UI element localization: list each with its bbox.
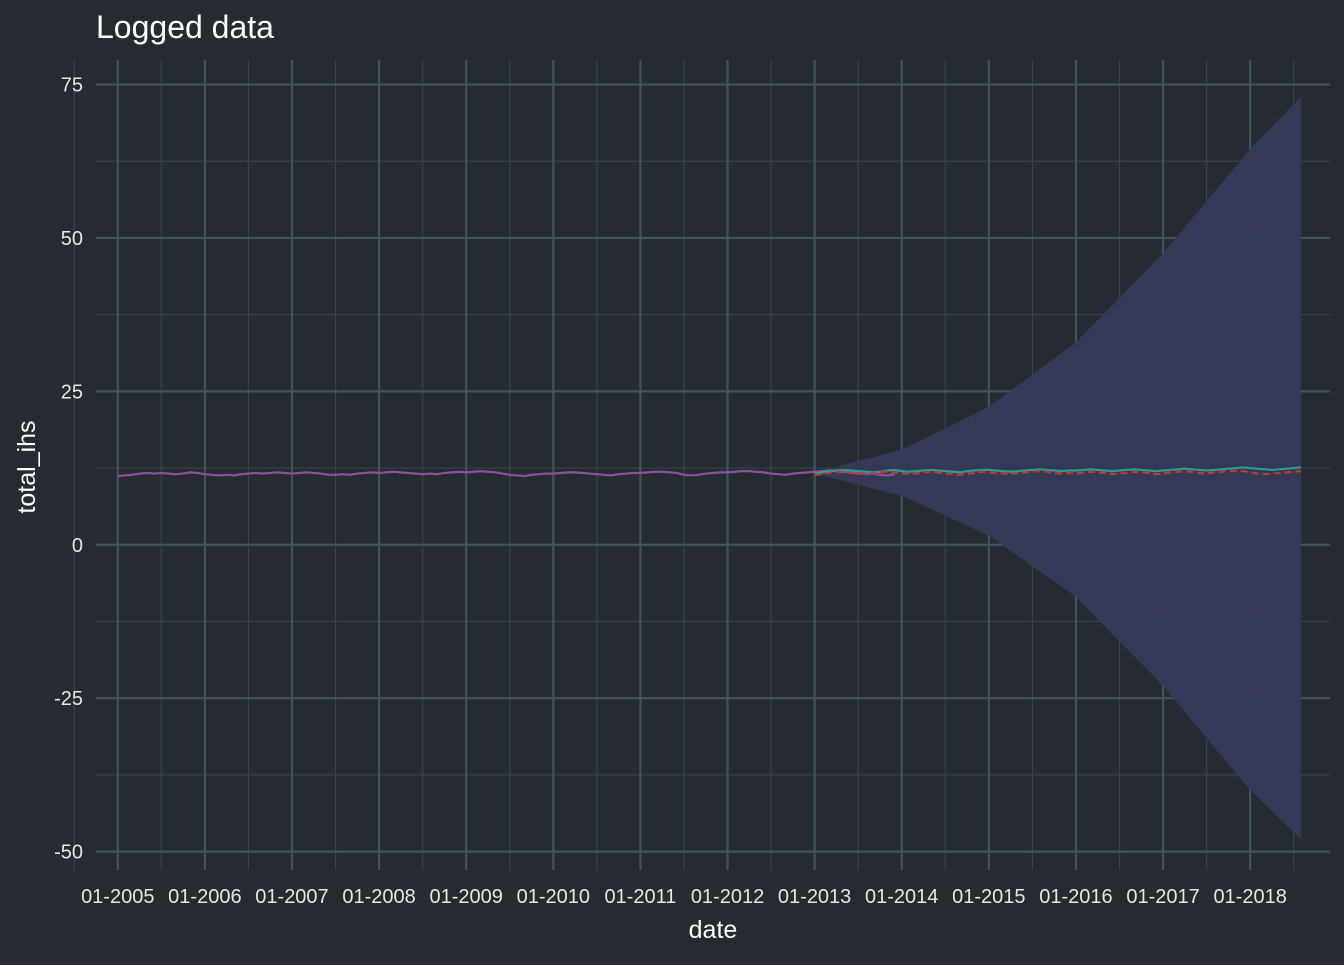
x-tick-label: 01-2005 [81, 886, 154, 908]
x-tick-label: 01-2011 [604, 886, 676, 908]
y-tick-labels: -50 -25 0 25 50 75 [54, 75, 83, 864]
x-tick-label: 01-2009 [429, 886, 502, 908]
forecast-interval-layer [814, 96, 1301, 840]
historical-series-line [117, 469, 895, 478]
y-tick-label: 25 [61, 381, 83, 403]
series-lines-layer [117, 466, 1302, 478]
y-tick-label: 50 [61, 228, 83, 250]
forecast-series-line [814, 469, 1302, 476]
y-axis-label: total_ihs [13, 420, 41, 513]
x-tick-label: 01-2013 [778, 886, 851, 908]
x-tick-label: 01-2017 [1126, 886, 1199, 908]
x-tick-label: 01-2012 [691, 886, 764, 908]
x-tick-label: 01-2008 [342, 886, 415, 908]
x-tick-label: 01-2015 [952, 886, 1025, 908]
actual-series-line [814, 466, 1302, 475]
grid-major [96, 60, 1330, 870]
chart-title: Logged data [96, 9, 274, 45]
y-tick-label: -25 [54, 688, 83, 710]
x-tick-label: 01-2006 [168, 886, 241, 908]
y-tick-label: 75 [61, 75, 83, 97]
x-tick-label: 01-2010 [517, 886, 590, 908]
x-tick-label: 01-2007 [255, 886, 328, 908]
x-tick-label: 01-2018 [1213, 886, 1286, 908]
y-tick-label: 0 [72, 535, 83, 557]
x-tick-label: 01-2014 [865, 886, 938, 908]
y-tick-label: -50 [54, 842, 83, 864]
x-tick-label: 01-2016 [1039, 886, 1112, 908]
forecast-interval-band [814, 96, 1301, 840]
x-tick-labels: 01-2005 01-2006 01-2007 01-2008 01-2009 01-20… [81, 886, 1287, 908]
x-axis-label: date [689, 916, 738, 944]
